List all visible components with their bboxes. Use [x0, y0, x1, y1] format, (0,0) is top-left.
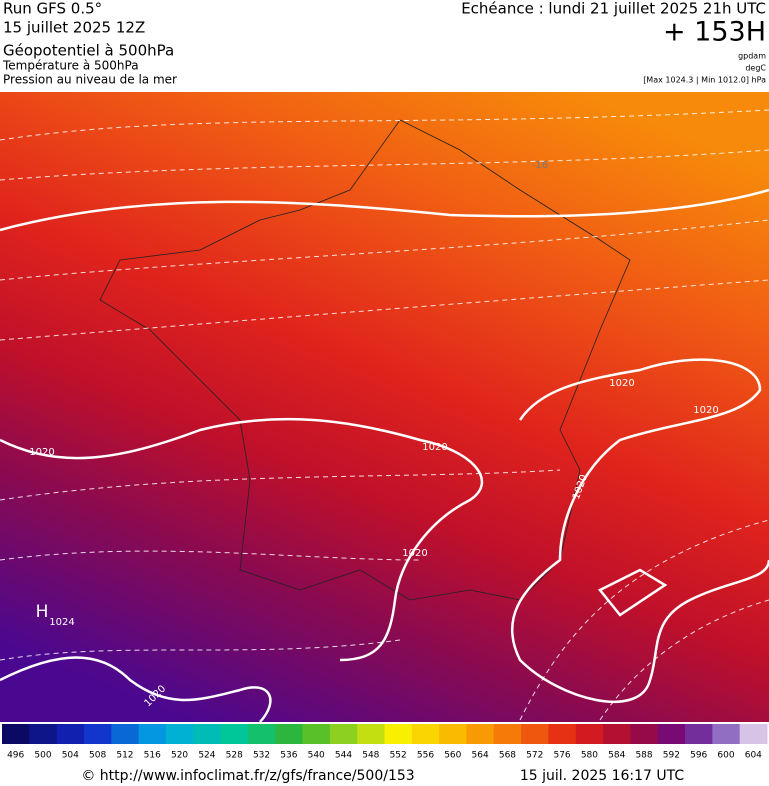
map-background	[0, 92, 769, 722]
colorbar-label: 576	[553, 751, 570, 761]
forecast-time: Echéance : lundi 21 juillet 2025 21h UTC	[461, 0, 766, 18]
colorbar-label: 548	[362, 751, 379, 761]
colorbar-swatch	[493, 724, 522, 744]
colorbar-swatch	[111, 724, 140, 744]
high-pressure-marker: H	[36, 602, 49, 622]
colorbar-swatch	[29, 724, 58, 744]
run-date: 15 juillet 2025 12Z	[3, 19, 145, 37]
colorbar-label: 600	[717, 751, 734, 761]
colorbar-swatch	[521, 724, 549, 744]
map: 1020 1020 1020 1020 1020 1020 1020 H 102…	[0, 92, 769, 723]
colorbar-label: 580	[581, 751, 598, 761]
colorbar-label: 556	[417, 751, 434, 761]
colorbar-label: 532	[253, 751, 270, 761]
colorbar-swatch	[630, 724, 659, 744]
colorbar-swatch	[247, 724, 276, 744]
colorbar-swatch	[275, 724, 304, 744]
colorbar-label: 560	[444, 751, 461, 761]
colorbar-swatch	[165, 724, 194, 744]
colorbar-swatch	[302, 724, 331, 744]
field-title: Géopotentiel à 500hPa	[3, 42, 174, 60]
colorbar: 496 500 504 508 512 516 520 524 528 532 536 540 544 5…	[2, 724, 768, 761]
colorbar-label: 584	[608, 751, 625, 761]
pressure-value: 1024	[49, 617, 74, 628]
colorbar-label: 496	[7, 751, 24, 761]
run-title: Run GFS 0.5°	[3, 0, 102, 18]
colorbar-label: 520	[171, 751, 188, 761]
unit: gpdam	[738, 52, 766, 61]
unit: [Max 1024.3 | Min 1012.0] hPa	[643, 76, 766, 85]
colorbar-swatch	[603, 724, 631, 744]
isobar-label: 1020	[422, 442, 447, 453]
colorbar-swatch	[83, 724, 112, 744]
colorbar-swatch	[193, 724, 222, 744]
isobar-label: 1020	[402, 548, 427, 559]
colorbar-swatch	[411, 724, 440, 744]
isobar	[510, 358, 769, 703]
colorbar-label: 508	[89, 751, 106, 761]
isobar-label: 1020	[29, 447, 54, 458]
country-border	[99, 119, 631, 601]
colorbar-label: 504	[62, 751, 79, 761]
colorbar-label: 552	[390, 751, 407, 761]
isobar	[0, 417, 484, 662]
colorbar-label: 516	[144, 751, 161, 761]
colorbar-swatch	[439, 724, 467, 744]
colorbar-swatch	[685, 724, 713, 744]
colorbar-label: 540	[308, 751, 325, 761]
colorbar-label: 564	[472, 751, 489, 761]
colorbar-swatch	[220, 724, 249, 744]
colorbar-swatch	[2, 724, 30, 744]
source-url: © http://www.infoclimat.fr/z/gfs/france/…	[81, 768, 414, 784]
colorbar-swatch	[575, 724, 604, 744]
colorbar-label: 544	[335, 751, 352, 761]
colorbar-swatch	[657, 724, 686, 744]
field-subtitle: Pression au niveau de la mer	[3, 73, 177, 87]
colorbar-swatch	[384, 724, 413, 744]
colorbar-label: 528	[226, 751, 243, 761]
forecast-hour: + 153H	[663, 17, 766, 48]
isobar	[0, 656, 272, 723]
isobar-label: 1020	[609, 378, 634, 389]
colorbar-swatch	[739, 724, 768, 744]
colorbar-label: 536	[280, 751, 297, 761]
unit: degC	[745, 64, 766, 73]
colorbar-label: 512	[116, 751, 133, 761]
colorbar-swatch	[329, 724, 358, 744]
colorbar-label: 572	[526, 751, 543, 761]
field-subtitle: Température à 500hPa	[2, 59, 139, 73]
isotherm-label: -16	[532, 160, 548, 171]
colorbar-swatch	[712, 724, 741, 744]
colorbar-label: 592	[663, 751, 680, 761]
isotherm	[0, 109, 769, 721]
colorbar-label: 568	[499, 751, 516, 761]
colorbar-label: 588	[635, 751, 652, 761]
colorbar-swatch	[138, 724, 167, 744]
generated-date: 15 juil. 2025 16:17 UTC	[520, 768, 685, 784]
colorbar-swatch	[548, 724, 577, 744]
isobar	[0, 188, 769, 232]
colorbar-label: 500	[34, 751, 51, 761]
colorbar-swatch	[56, 724, 85, 744]
isobar-label: 1020	[693, 405, 718, 416]
colorbar-label: 604	[745, 751, 762, 761]
colorbar-label: 524	[198, 751, 215, 761]
isobar	[598, 568, 668, 617]
colorbar-swatch	[466, 724, 495, 744]
colorbar-label: 596	[690, 751, 707, 761]
colorbar-swatch	[357, 724, 385, 744]
